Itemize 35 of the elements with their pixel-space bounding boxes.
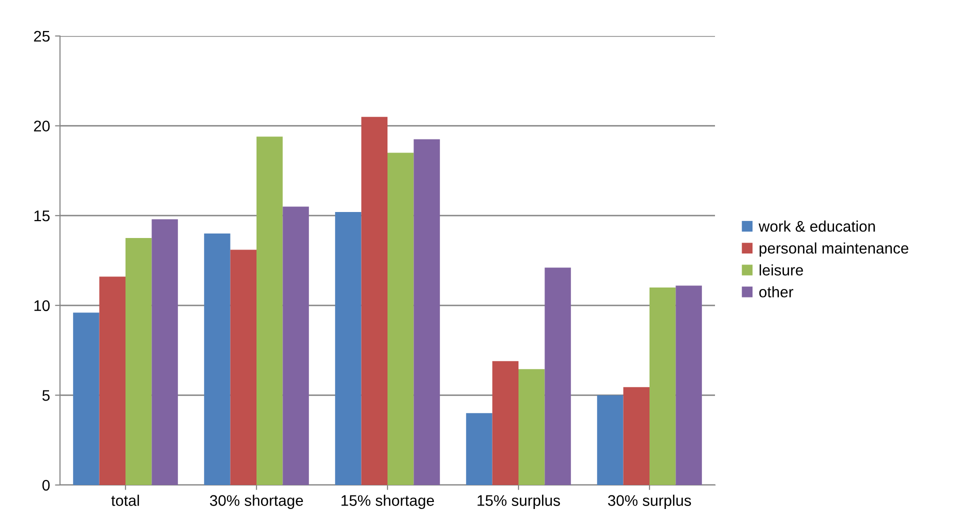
y-tick-label: 25: [34, 30, 50, 42]
bar: [335, 212, 362, 485]
bar: [99, 276, 126, 485]
bar: [597, 395, 624, 485]
bar: [518, 369, 545, 485]
x-tick-label: 30% shortage: [210, 494, 303, 509]
legend-label: leisure: [760, 264, 803, 276]
y-tick-label: 15: [34, 210, 50, 222]
bar: [623, 387, 650, 485]
x-tick-label: total: [111, 494, 139, 506]
bar: [492, 361, 518, 485]
bar: [282, 206, 309, 485]
bar: [466, 413, 492, 485]
bar: [361, 116, 388, 485]
x-tick-label: 15% shortage: [342, 494, 434, 509]
bar: [650, 287, 676, 485]
bar: [204, 234, 230, 485]
y-tick-label: 10: [34, 300, 50, 312]
bar: [256, 136, 283, 485]
bar: [676, 286, 702, 485]
y-tick-label: 20: [34, 120, 50, 132]
bar: [230, 250, 256, 485]
bar: [388, 152, 414, 485]
y-tick-label: 0: [42, 480, 50, 491]
legend-label: personal maintenance: [760, 242, 908, 257]
bar: [414, 139, 440, 485]
legend-label: other: [759, 286, 794, 298]
x-tick-label: 30% surplus: [608, 494, 691, 509]
bar: [544, 268, 571, 485]
y-tick-label: 5: [42, 390, 50, 401]
x-tick-label: 15% surplus: [478, 494, 560, 509]
legend-label: work & education: [758, 220, 875, 232]
bar: [126, 238, 152, 485]
bar: [73, 312, 100, 485]
bar: [152, 219, 178, 485]
